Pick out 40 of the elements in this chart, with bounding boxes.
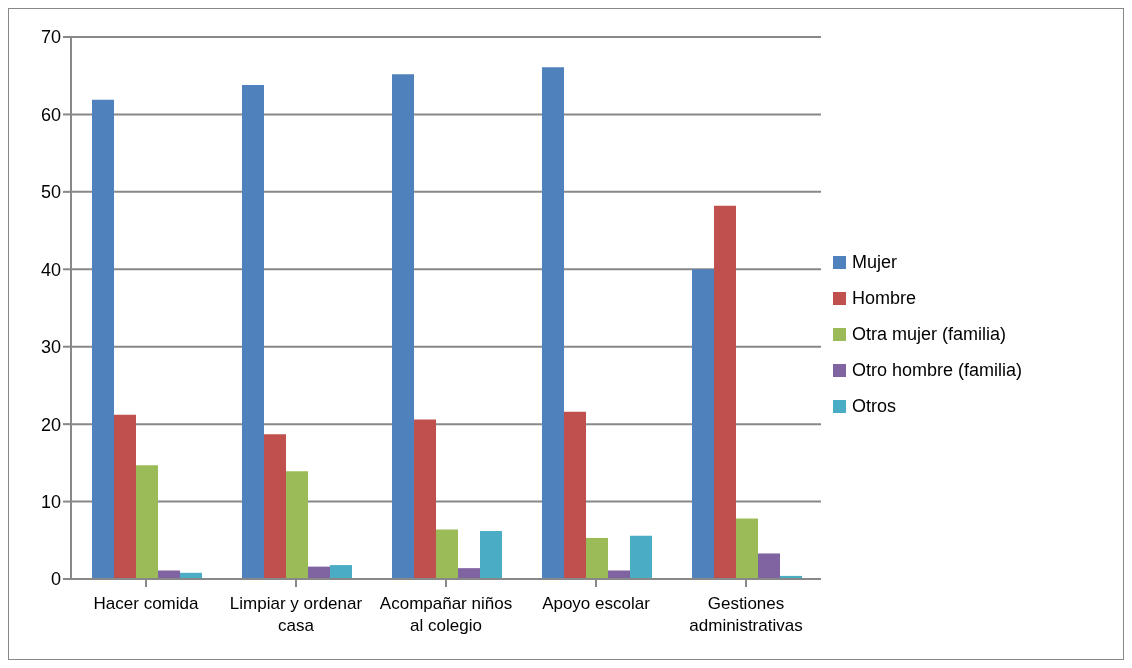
- bar: [158, 570, 180, 579]
- y-tick-label: 0: [50, 569, 61, 590]
- y-tick-label: 30: [40, 337, 61, 358]
- bar: [330, 565, 352, 579]
- bar: [608, 570, 630, 579]
- y-tick-label: 20: [40, 414, 61, 435]
- bar: [586, 537, 608, 579]
- bar: [714, 205, 736, 579]
- bar: [758, 553, 780, 579]
- x-tick-label: Gestiones administrativas: [688, 593, 804, 637]
- bar: [286, 471, 308, 579]
- bar: [630, 535, 652, 579]
- bar: [414, 419, 436, 579]
- x-tick-label: Apoyo escolar: [541, 593, 651, 615]
- legend-label: Otro hombre (familia): [852, 359, 1023, 381]
- bar: [136, 465, 158, 579]
- bar: [92, 99, 114, 579]
- y-tick-label: 70: [40, 27, 61, 48]
- bar: [392, 74, 414, 579]
- x-tick-label: Limpiar y ordenar casa: [228, 593, 364, 637]
- bar: [436, 529, 458, 579]
- bar: [114, 414, 136, 579]
- y-tick-label: 60: [40, 104, 61, 125]
- legend-label: Otra mujer (familia): [852, 323, 1007, 345]
- bar: [564, 411, 586, 579]
- bar: [458, 568, 480, 579]
- legend-label: Hombre: [852, 287, 917, 309]
- x-tick-label: Hacer comida: [92, 593, 200, 615]
- x-tick-label: Acompañar niños al colegio: [378, 593, 514, 637]
- y-tick-label: 10: [40, 491, 61, 512]
- y-tick-label: 40: [40, 259, 61, 280]
- bar: [480, 530, 502, 579]
- bar: [264, 434, 286, 579]
- legend-label: Otros: [852, 395, 897, 417]
- legend-label: Mujer: [852, 251, 898, 273]
- bar: [692, 269, 714, 579]
- bar: [242, 85, 264, 579]
- bar: [542, 67, 564, 579]
- y-tick-label: 50: [40, 182, 61, 203]
- bar: [736, 518, 758, 579]
